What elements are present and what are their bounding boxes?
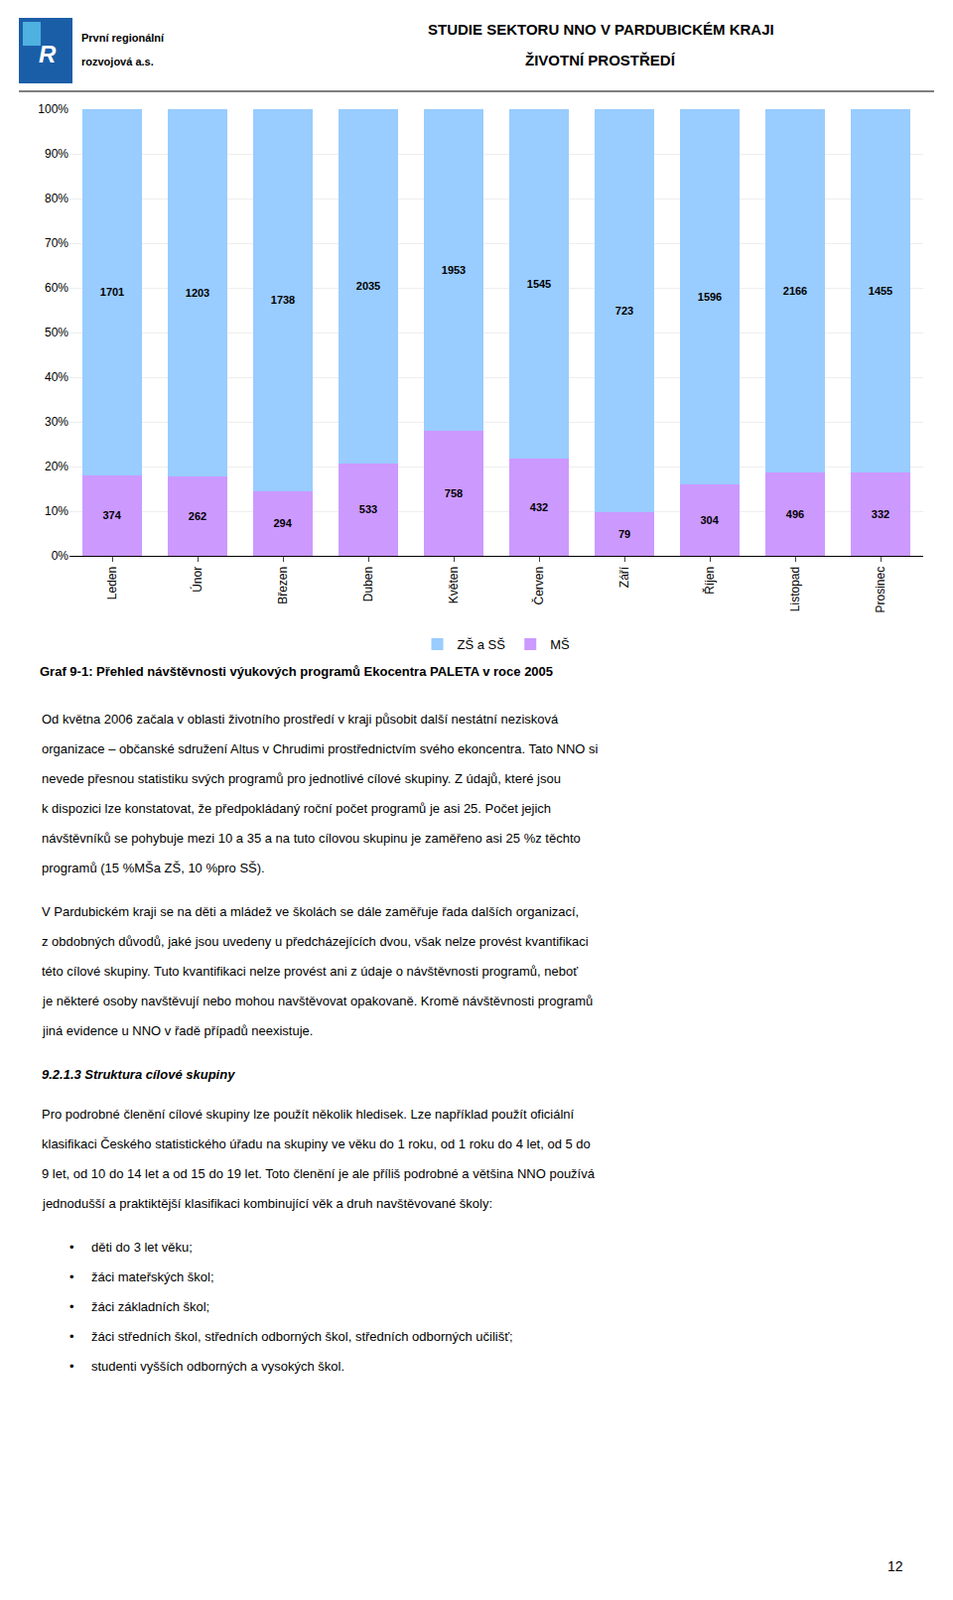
svg-text:100%: 100%: [37, 102, 69, 117]
svg-text:Pro podrobné členění cílové sk: Pro podrobné členění cílové skupiny lze …: [41, 1106, 575, 1122]
svg-text:374: 374: [102, 509, 122, 522]
svg-text:•: •: [69, 1359, 75, 1374]
svg-text:1203: 1203: [185, 286, 210, 299]
svg-text:1545: 1545: [527, 277, 551, 290]
svg-text:žáci mateřských škol;: žáci mateřských škol;: [91, 1269, 215, 1285]
svg-text:R: R: [38, 40, 57, 68]
svg-text:Únor: Únor: [189, 566, 205, 593]
svg-text:organizace – občanské sdružení: organizace – občanské sdružení Altus v C…: [41, 741, 599, 757]
svg-text:20%: 20%: [44, 459, 69, 474]
svg-text:758: 758: [444, 487, 463, 500]
svg-text:k dispozici lze konstatovat, ž: k dispozici lze konstatovat, že předpokl…: [41, 801, 551, 817]
svg-text:•: •: [69, 1299, 75, 1315]
svg-text:1596: 1596: [697, 290, 722, 303]
svg-text:je některé osoby navštěvují ne: je některé osoby navštěvují nebo mohou n…: [41, 993, 593, 1009]
svg-text:jiná evidence u NNO v řadě pří: jiná evidence u NNO v řadě případů neexi…: [41, 1023, 313, 1039]
svg-text:•: •: [69, 1329, 75, 1345]
svg-text:této cílové skupiny. Tuto kvan: této cílové skupiny. Tuto kvantifikaci n…: [41, 963, 578, 979]
svg-text:723: 723: [615, 304, 634, 317]
svg-text:40%: 40%: [44, 370, 69, 385]
svg-text:studenti vyšších odborných a v: studenti vyšších odborných a vysokých šk…: [91, 1359, 345, 1374]
svg-text:12: 12: [887, 1558, 904, 1575]
svg-text:programů (15 %MŠa ZŠ, 10 %pro: programů (15 %MŠa ZŠ, 10 %pro SŠ).: [41, 860, 266, 876]
svg-text:304: 304: [699, 514, 719, 527]
svg-text:Od května 2006 začala v oblast: Od května 2006 začala v oblasti životníh…: [41, 711, 559, 727]
svg-text:79: 79: [618, 528, 631, 541]
svg-text:80%: 80%: [44, 191, 69, 206]
svg-text:9.2.1.3 Struktura cílové skupi: 9.2.1.3 Struktura cílové skupiny: [41, 1067, 236, 1083]
svg-text:Duben: Duben: [361, 566, 376, 602]
svg-text:50%: 50%: [44, 325, 69, 340]
svg-text:2166: 2166: [783, 284, 808, 297]
svg-text:ZŠ a SŠ: ZŠ a SŠ: [457, 637, 507, 653]
svg-text:Září: Září: [617, 565, 632, 588]
svg-text:1953: 1953: [441, 264, 466, 276]
svg-text:Graf 9-1: Přehled návštěvnosti: Graf 9-1: Přehled návštěvnosti výukových…: [39, 664, 553, 680]
svg-text:432: 432: [530, 501, 548, 514]
svg-text:ŽIVOTNÍ PROSTŘEDÍ: ŽIVOTNÍ PROSTŘEDÍ: [525, 51, 677, 69]
svg-text:9 let, od 10 do 14 let a od 15: 9 let, od 10 do 14 let a od 15 do 19 let…: [41, 1166, 596, 1182]
svg-text:1738: 1738: [271, 293, 295, 306]
svg-text:STUDIE SEKTORU NNO V PARDUBICK: STUDIE SEKTORU NNO V PARDUBICKÉM KRAJI: [427, 20, 775, 38]
svg-text:MŠ: MŠ: [549, 637, 570, 653]
svg-text:332: 332: [871, 508, 890, 521]
svg-text:žáci středních škol, středních: žáci středních škol, středních odborných…: [91, 1329, 514, 1345]
svg-text:Květen: Květen: [446, 566, 461, 604]
svg-text:0%: 0%: [51, 548, 70, 563]
svg-text:V Pardubickém kraji se na děti: V Pardubickém kraji se na děti a mládež …: [41, 904, 579, 920]
svg-text:Listopad: Listopad: [788, 566, 803, 612]
svg-text:z obdobných důvodů, jaké jsou: z obdobných důvodů, jaké jsou uvedeny u …: [41, 934, 589, 950]
svg-text:262: 262: [188, 510, 207, 523]
svg-text:•: •: [69, 1269, 75, 1285]
svg-text:jednodušší a praktiktější klas: jednodušší a praktiktější klasifikaci ko…: [41, 1196, 493, 1212]
svg-text:90%: 90%: [44, 146, 69, 161]
svg-text:Prosinec: Prosinec: [873, 566, 888, 614]
svg-text:děti do 3 let věku;: děti do 3 let věku;: [91, 1239, 193, 1255]
svg-text:2035: 2035: [356, 279, 381, 292]
svg-text:Červen: Červen: [531, 566, 546, 606]
svg-text:žáci základních škol;: žáci základních škol;: [91, 1299, 210, 1315]
svg-text:Březen: Březen: [275, 566, 290, 605]
svg-text:nevede přesnou statistiku svýc: nevede přesnou statistiku svých programů…: [41, 771, 561, 787]
svg-text:60%: 60%: [44, 280, 69, 295]
svg-text:10%: 10%: [44, 504, 69, 519]
svg-text:První regionální: První regionální: [81, 31, 165, 44]
svg-text:rozvojová a.s.: rozvojová a.s.: [81, 55, 154, 68]
svg-text:klasifikaci Českého statistick: klasifikaci Českého statistického úřadu …: [41, 1136, 591, 1152]
svg-text:294: 294: [272, 517, 292, 530]
svg-text:1701: 1701: [100, 285, 125, 298]
svg-text:533: 533: [359, 503, 378, 516]
svg-text:Říjen: Říjen: [701, 566, 717, 595]
svg-text:návštěvníků se pohybuje mezi 1: návštěvníků se pohybuje mezi 10 a 35 a n…: [41, 830, 581, 846]
svg-text:1455: 1455: [868, 284, 893, 297]
svg-text:Leden: Leden: [105, 566, 120, 600]
svg-text:70%: 70%: [44, 236, 69, 251]
svg-text:496: 496: [786, 508, 805, 521]
svg-text:•: •: [69, 1239, 75, 1255]
svg-text:30%: 30%: [44, 414, 69, 429]
